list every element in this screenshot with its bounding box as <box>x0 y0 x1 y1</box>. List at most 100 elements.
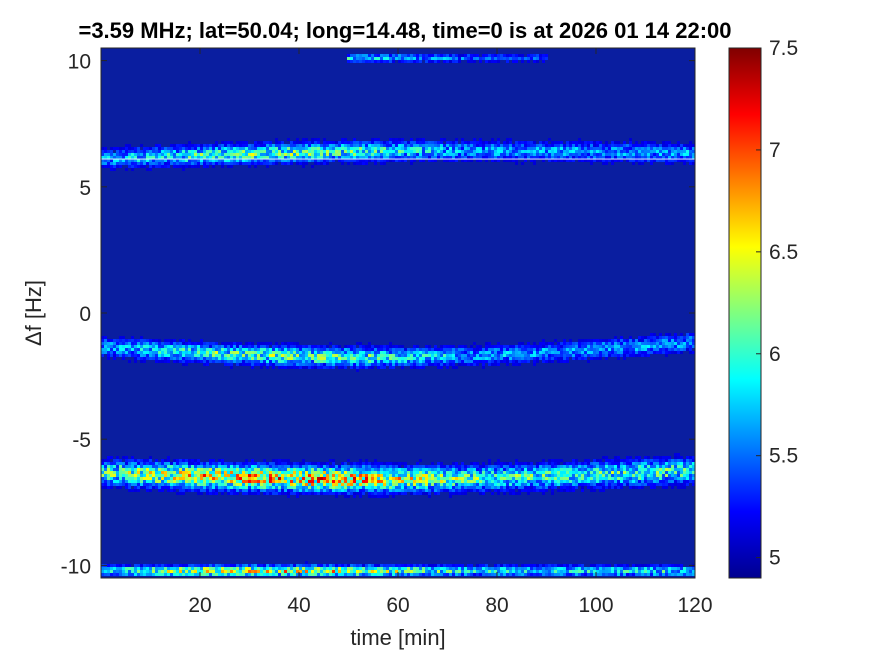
heatmap-cell <box>497 486 500 489</box>
heatmap-cell <box>563 357 566 360</box>
heatmap-cell <box>326 360 329 363</box>
heatmap-cell <box>239 570 242 573</box>
heatmap-cell <box>563 567 566 570</box>
heatmap-cell <box>410 366 413 369</box>
heatmap-cell <box>419 477 422 480</box>
heatmap-cell <box>167 477 170 480</box>
heatmap-cell <box>218 144 221 147</box>
heatmap-cell <box>578 138 581 141</box>
heatmap-cell <box>266 345 269 348</box>
heatmap-cell <box>503 144 506 147</box>
heatmap-cell <box>164 351 167 354</box>
heatmap-cell <box>518 348 521 351</box>
heatmap-cell <box>437 483 440 486</box>
heatmap-cell <box>389 354 392 357</box>
heatmap-cell <box>368 480 371 483</box>
heatmap-cell <box>461 471 464 474</box>
heatmap-cell <box>347 156 350 159</box>
heatmap-cell <box>560 486 563 489</box>
heatmap-cell <box>314 141 317 144</box>
heatmap-cell <box>323 564 326 567</box>
heatmap-cell <box>392 474 395 477</box>
heatmap-cell <box>434 477 437 480</box>
heatmap-cell <box>308 345 311 348</box>
heatmap-cell <box>431 141 434 144</box>
heatmap-cell <box>359 573 362 576</box>
heatmap-cell <box>380 54 383 57</box>
heatmap-cell <box>575 486 578 489</box>
heatmap-cell <box>446 363 449 366</box>
heatmap-cell <box>374 471 377 474</box>
heatmap-cell <box>215 489 218 492</box>
heatmap-cell <box>500 57 503 60</box>
heatmap-cell <box>542 150 545 153</box>
heatmap-cell <box>191 165 194 168</box>
heatmap-cell <box>236 564 239 567</box>
heatmap-cell <box>356 480 359 483</box>
heatmap-cell <box>329 471 332 474</box>
heatmap-cell <box>233 489 236 492</box>
heatmap-cell <box>206 162 209 165</box>
heatmap-cell <box>452 486 455 489</box>
heatmap-cell <box>155 483 158 486</box>
heatmap-cell <box>305 159 308 162</box>
heatmap-cell <box>185 348 188 351</box>
heatmap-cell <box>428 54 431 57</box>
heatmap-cell <box>467 483 470 486</box>
heatmap-cell <box>530 345 533 348</box>
heatmap-cell <box>236 483 239 486</box>
heatmap-cell <box>260 489 263 492</box>
heatmap-cell <box>569 483 572 486</box>
heatmap-cell <box>275 360 278 363</box>
heatmap-cell <box>158 153 161 156</box>
heatmap-cell <box>377 573 380 576</box>
heatmap-cell <box>374 60 377 63</box>
heatmap-cell <box>344 480 347 483</box>
heatmap-cell <box>293 156 296 159</box>
heatmap-cell <box>515 156 518 159</box>
heatmap-cell <box>245 492 248 495</box>
heatmap-cell <box>257 159 260 162</box>
heatmap-cell <box>194 360 197 363</box>
heatmap-cell <box>329 366 332 369</box>
heatmap-cell <box>302 486 305 489</box>
heatmap-cell <box>263 570 266 573</box>
heatmap-cell <box>143 153 146 156</box>
heatmap-cell <box>539 144 542 147</box>
heatmap-cell <box>299 480 302 483</box>
heatmap-cell <box>218 471 221 474</box>
heatmap-cell <box>329 159 332 162</box>
heatmap-cell <box>503 564 506 567</box>
heatmap-cell <box>272 492 275 495</box>
heatmap-cell <box>215 342 218 345</box>
heatmap-cell <box>365 162 368 165</box>
heatmap-cell <box>569 489 572 492</box>
heatmap-cell <box>281 564 284 567</box>
heatmap-cell <box>188 462 191 465</box>
heatmap-cell <box>341 462 344 465</box>
heatmap-cell <box>428 567 431 570</box>
heatmap-cell <box>395 54 398 57</box>
heatmap-cell <box>332 465 335 468</box>
heatmap-cell <box>248 354 251 357</box>
heatmap-cell <box>239 477 242 480</box>
heatmap-cell <box>527 573 530 576</box>
heatmap-cell <box>185 486 188 489</box>
heatmap-cell <box>173 342 176 345</box>
heatmap-cell <box>335 360 338 363</box>
heatmap-cell <box>314 468 317 471</box>
heatmap-cell <box>476 360 479 363</box>
heatmap-cell <box>245 564 248 567</box>
heatmap-cell <box>443 483 446 486</box>
heatmap-cell <box>368 354 371 357</box>
heatmap-cell <box>161 342 164 345</box>
heatmap-cell <box>143 339 146 342</box>
heatmap-cell <box>452 357 455 360</box>
heatmap-cell <box>260 348 263 351</box>
heatmap-cell <box>539 141 542 144</box>
heatmap-cell <box>458 351 461 354</box>
heatmap-cell <box>440 345 443 348</box>
heatmap-cell <box>101 348 104 351</box>
heatmap-cell <box>416 486 419 489</box>
heatmap-cell <box>296 159 299 162</box>
